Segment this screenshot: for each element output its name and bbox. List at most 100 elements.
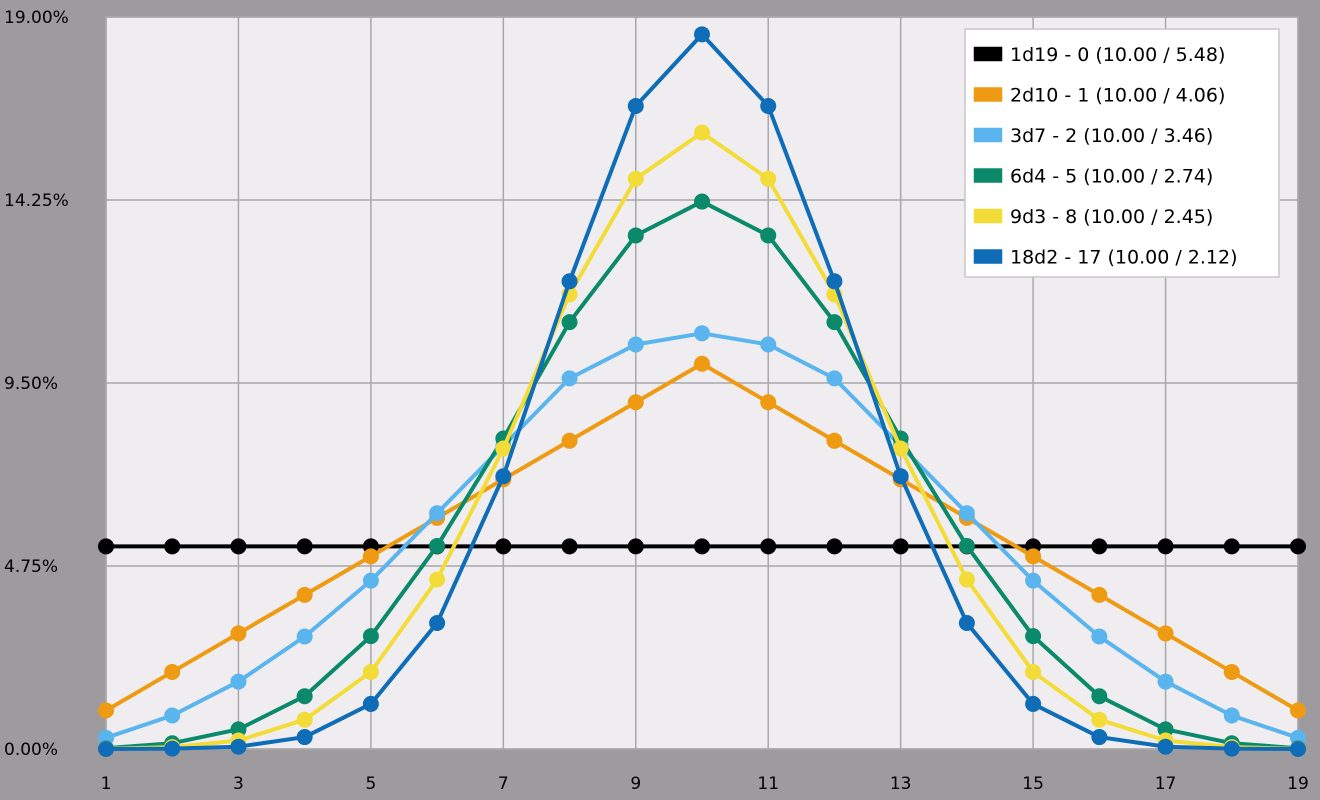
legend-label: 1d19 - 0 (10.00 / 5.48) [1010,44,1225,66]
data-point [826,273,843,290]
data-point [362,548,379,565]
data-point [230,721,247,738]
data-point [164,740,181,757]
data-point [1025,695,1042,712]
data-point [429,615,446,632]
data-point [627,170,644,187]
legend-swatch [972,207,1004,225]
data-point [362,628,379,645]
data-point [892,468,909,485]
data-point [1290,741,1306,757]
legend-swatch [972,166,1004,185]
data-point [362,695,379,712]
data-point [1025,663,1042,680]
data-point [164,538,181,555]
axes: 0.00%4.75%9.50%14.25%19.00%1 3 5 7 9 11 13 15 17… [4,8,1309,794]
data-point [694,538,710,555]
legend-swatch [972,126,1004,144]
data-point [561,370,578,387]
y-tick-label: 9.50% [4,374,58,394]
data-point [694,193,710,210]
data-point [1157,538,1174,555]
y-tick-label: 0.00% [4,740,58,760]
data-point [495,538,512,555]
y-tick-label: 14.25% [4,191,69,211]
data-point [429,571,446,588]
data-point [694,26,710,43]
data-point [627,227,644,244]
data-point [1157,721,1174,738]
data-point [495,468,512,485]
data-point [1091,711,1108,728]
data-point [760,538,777,555]
x-tick-label: 9 [630,774,641,794]
legend-item: 18d2 - 17 (10.00 / 2.12) [972,247,1237,269]
data-point [958,505,975,522]
data-point [296,628,313,645]
legend-swatch [972,45,1004,63]
x-tick-label: 3 [233,774,244,794]
data-point [296,538,313,555]
data-point [1223,707,1240,724]
data-point [1091,538,1108,555]
data-point [362,572,379,589]
x-tick-label: 11 [757,774,779,794]
data-point [1290,702,1306,719]
data-point [296,729,313,746]
data-point [760,336,777,353]
data-point [1091,729,1108,746]
x-tick-label: 5 [365,774,376,794]
x-tick-label: 13 [890,774,912,794]
data-point [98,702,114,719]
legend-label: 6d4 - 5 (10.00 / 2.74) [1010,166,1213,188]
data-point [627,538,644,555]
data-point [164,663,181,680]
data-point [892,538,909,555]
legend-item: 6d4 - 5 (10.00 / 2.74) [972,166,1213,188]
data-point [760,227,777,244]
data-point [1223,740,1240,757]
legend-item: 9d3 - 8 (10.00 / 2.45) [972,206,1213,228]
legend: 1d19 - 0 (10.00 / 5.48) 2d10 - 1 (10.00 /… [964,28,1280,278]
data-point [826,538,843,555]
data-point [561,432,578,449]
data-point [429,505,446,522]
data-point [694,355,710,372]
data-point [296,711,313,728]
x-tick-label: 19 [1287,774,1309,794]
data-point [1290,538,1306,555]
x-tick-label: 15 [1022,774,1044,794]
data-point [627,336,644,353]
y-tick-label: 4.75% [4,557,58,577]
data-point [362,663,379,680]
data-point [98,741,114,757]
legend-item: 2d10 - 1 (10.00 / 4.06) [972,85,1225,107]
data-point [826,432,843,449]
data-point [230,538,247,555]
data-point [1025,628,1042,645]
data-point [1157,738,1174,755]
data-point [230,673,247,690]
legend-label: 18d2 - 17 (10.00 / 2.12) [1010,247,1237,269]
legend-label: 3d7 - 2 (10.00 / 3.46) [1010,125,1213,147]
data-point [296,586,313,603]
data-point [98,538,114,555]
data-point [627,97,644,114]
legend-label: 2d10 - 1 (10.00 / 4.06) [1010,85,1225,107]
legend-box [964,28,1280,278]
plot-border [105,16,1299,750]
data-point [1157,673,1174,690]
data-point [230,625,247,642]
data-point [892,440,909,457]
data-point [1091,688,1108,705]
data-point [1223,663,1240,680]
data-point [694,124,710,141]
series-layer [98,26,1306,757]
data-point [826,370,843,387]
data-point [164,707,181,724]
x-tick-label: 1 [101,774,112,794]
data-point [561,538,578,555]
data-point [760,394,777,411]
data-point [958,537,975,554]
